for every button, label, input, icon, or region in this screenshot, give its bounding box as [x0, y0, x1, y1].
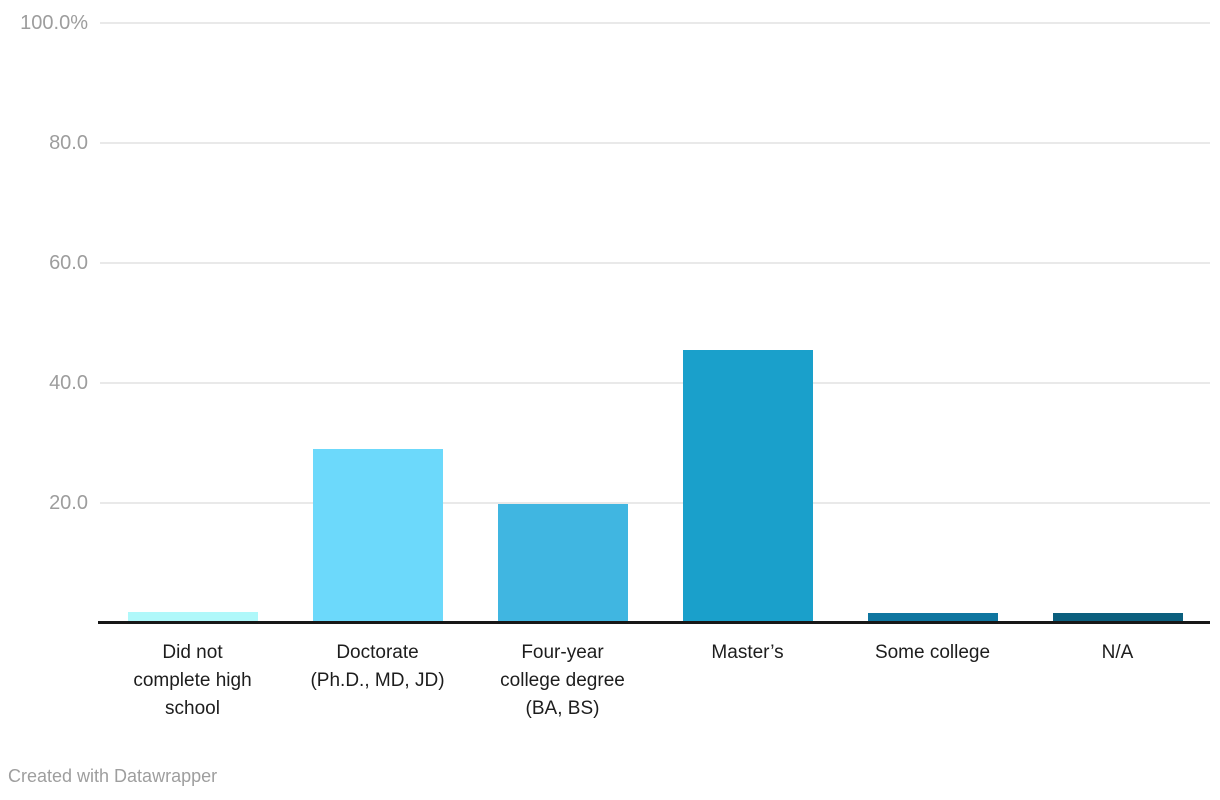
x-axis-label: Master’s	[711, 642, 784, 663]
datawrapper-credit-link[interactable]: Created with Datawrapper	[8, 766, 218, 786]
y-tick-label: 80.0	[49, 132, 88, 154]
bar-master-s	[682, 350, 813, 623]
x-axis-label: Doctorate (Ph.D., MD, JD)	[310, 642, 445, 691]
bar-chart: 100.0% 80.0 60.0 40.0 20.0 Did not complete h…	[20, 12, 1210, 719]
y-tick-label: 60.0	[49, 252, 88, 274]
y-gridline	[100, 502, 1210, 504]
x-axis-label: N/A	[1101, 642, 1134, 663]
x-axis-label: Some college	[874, 642, 991, 663]
bar-n-a	[1052, 612, 1183, 623]
bar-did-not-complete-high-school	[127, 612, 258, 623]
x-axis-line	[98, 621, 1210, 624]
y-gridline	[100, 262, 1210, 264]
y-tick-label: 20.0	[49, 492, 88, 514]
y-tick-label: 40.0	[49, 372, 88, 394]
x-axis-label: Four-year college degree (BA, BS)	[500, 642, 625, 719]
x-axis-label: Did not complete high school	[133, 642, 252, 719]
bar-four-year-college-degree-ba-bs	[497, 504, 628, 623]
y-tick-label: 100.0%	[20, 12, 88, 34]
bar-some-college	[867, 612, 998, 623]
y-gridline	[100, 142, 1210, 144]
y-gridline	[100, 382, 1210, 384]
y-gridline	[100, 22, 1210, 24]
bar-doctorate-ph-d-md-jd	[312, 449, 443, 623]
